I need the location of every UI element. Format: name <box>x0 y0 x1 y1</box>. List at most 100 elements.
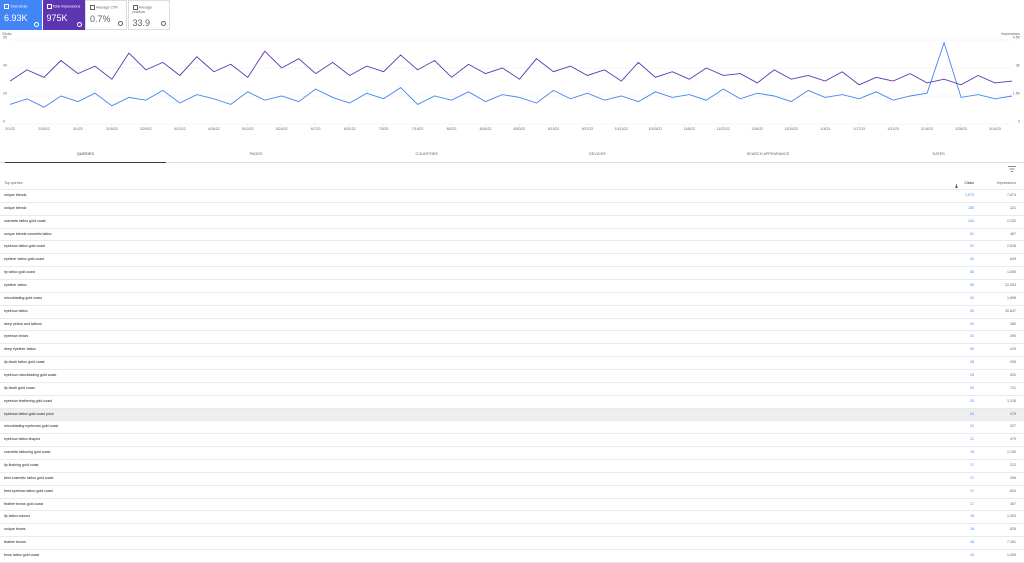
table-row[interactable]: cosmetic tattoo gold coast 104 2,232 <box>0 216 1024 229</box>
table-row[interactable]: unique blends cosmetic tattoo 51 467 <box>0 229 1024 242</box>
table-row[interactable]: lip blush gold coast 25 741 <box>0 383 1024 396</box>
cell: 22,053 <box>1005 283 1016 288</box>
tab[interactable]: DEVICES <box>588 152 606 156</box>
table-row[interactable]: deep eyeliner tattoo 30 419 <box>0 344 1024 358</box>
cell: eyebrow microblading gold coast <box>4 373 57 378</box>
cell: 51 <box>970 231 974 236</box>
cell: 16 <box>970 527 974 532</box>
tick-label: 0 <box>3 120 5 124</box>
cell: 30,847 <box>1005 308 1016 313</box>
metric-card[interactable]: Average position 33.9 <box>127 0 170 30</box>
table-row[interactable]: eyebrow tattoo gold coast price 24 479 <box>0 408 1024 422</box>
table-row[interactable]: eyebrow tattoo gold coast 51 2,518 <box>0 241 1024 255</box>
cell: deep eyeliner tattoo <box>4 347 36 352</box>
table-row[interactable]: unique brows 16 826 <box>0 524 1024 538</box>
cell: 30 <box>970 347 974 352</box>
info-icon <box>76 22 82 27</box>
x-tick-label: 12/20/22 <box>784 127 798 131</box>
metric-card[interactable]: Total clicks 6.93K <box>0 0 42 30</box>
cell: 24 <box>970 411 974 416</box>
cell: 19 <box>970 450 974 455</box>
table-row[interactable]: unique blendz 155 321 <box>0 203 1024 216</box>
tick-label: 1.5K <box>1013 92 1021 96</box>
x-tick-label: 1/31/23 <box>887 127 899 131</box>
x-tick-label: 10/11/22 <box>615 127 628 131</box>
tab[interactable]: QUERIES <box>5 146 166 163</box>
x-tick-label: 10/25/22 <box>649 127 663 131</box>
tab[interactable]: SEARCH APPEARANCE <box>746 152 790 156</box>
x-tick-label: 8/30/22 <box>514 127 526 131</box>
table-row[interactable]: lip tattoo colours 16 1,003 <box>0 511 1024 525</box>
info-icon <box>118 21 123 26</box>
metric-label-text: Total impressions <box>52 4 81 9</box>
metric-card[interactable]: Average CTR 0.7% <box>85 0 127 30</box>
cell: 15 <box>970 553 974 558</box>
cell: 1,073 <box>965 193 974 197</box>
table-row[interactable]: eyebrow tattoo 33 30,847 <box>0 306 1024 319</box>
x-tick-label: 9/13/22 <box>548 127 560 131</box>
table-row[interactable]: best eyebrow tattoo gold coast 17 824 <box>0 486 1024 499</box>
column-header[interactable]: Clicks <box>964 181 974 185</box>
table-row[interactable]: eyebrow tattoo shapes 21 479 <box>0 434 1024 448</box>
cell: 649 <box>1010 257 1016 262</box>
chart: Clicks Impressions 0 20 40 60 0 1.5K 3K 4.5K 2/1/2… <box>2 32 1021 131</box>
cell: 2,518 <box>1007 244 1016 249</box>
cell: eyebrow feathering gold coast <box>4 398 52 403</box>
queries-table: Top queries Clicks Impressions unique blend… <box>0 177 1024 563</box>
table-row[interactable]: unique blends 1,073 7,874 <box>0 190 1024 203</box>
cell: 31 <box>970 321 974 326</box>
table-row[interactable]: eyebrow feathering gold coast 25 1,318 <box>0 396 1024 409</box>
cell: 2,232 <box>1007 218 1016 223</box>
x-tick-label: 3/29/22 <box>140 127 152 131</box>
cell: 321 <box>1010 205 1016 210</box>
metric-card[interactable]: Total impressions 975K <box>42 0 85 30</box>
cell: cosmetic tattoo gold coast <box>4 218 46 223</box>
x-tick-label: 2/14/23 <box>921 127 933 131</box>
cell: 21 <box>970 437 974 442</box>
cell: lip blush tattoo gold coast <box>4 360 45 365</box>
cell: 830 <box>1010 373 1016 378</box>
x-tick-label: 5/24/22 <box>276 127 288 131</box>
cell: 1,655 <box>1007 270 1016 275</box>
table-row[interactable]: lip tattoo gold coast 36 1,655 <box>0 267 1024 281</box>
x-tick-label: 2/15/22 <box>38 127 50 131</box>
x-tick-label: 3/1/22 <box>73 127 83 131</box>
cell: best cosmetic tattoo gold coast <box>4 475 54 480</box>
cell: 16 <box>970 514 974 519</box>
tab[interactable]: COUNTRIES <box>415 152 438 156</box>
table-row[interactable]: cosmetic tattooing gold coast 19 1,190 <box>0 447 1024 461</box>
table-row[interactable]: microblading eyebrows gold coast 23 327 <box>0 421 1024 435</box>
filter-icon[interactable] <box>1008 166 1016 172</box>
cell: microblading gold coast <box>4 295 42 300</box>
cell: 42 <box>970 257 974 262</box>
tab[interactable]: PAGES <box>249 152 263 156</box>
cell: 17 <box>970 488 974 493</box>
cell: 1,059 <box>1007 553 1016 558</box>
table-row[interactable]: lip blush tattoo gold coast 28 926 <box>0 357 1024 371</box>
column-header[interactable]: Impressions <box>996 181 1016 185</box>
metric-label-text: Average CTR <box>96 5 118 10</box>
tab[interactable]: DATES <box>932 152 945 156</box>
table-row[interactable]: feather brows gold coast 17 467 <box>0 499 1024 512</box>
y-axis-title: Clicks <box>2 32 12 36</box>
table-row[interactable]: lip flushing gold coast 17 312 <box>0 460 1024 473</box>
table-row[interactable]: microblading gold coast 34 1,898 <box>0 293 1024 306</box>
x-tick-label: 2/1/22 <box>5 127 15 131</box>
metric-label-text: Total clicks <box>10 4 28 9</box>
table-row[interactable]: eyeliner tattoo gold coast 42 649 <box>0 254 1024 268</box>
cell: 741 <box>1010 385 1016 390</box>
table-row[interactable]: best cosmetic tattoo gold coast 17 496 <box>0 473 1024 486</box>
table-row[interactable]: eyebrow microblading gold coast 28 830 <box>0 370 1024 383</box>
table-row[interactable]: eyeliner tattoo 36 22,053 <box>0 280 1024 293</box>
x-tick-label: 3/14/23 <box>989 127 1001 131</box>
table-row[interactable]: eyebrow brows 31 390 <box>0 331 1024 345</box>
tabs: QUERIES PAGES COUNTRIES DEVICES SEARCH APPEA… <box>0 146 1024 163</box>
series-line <box>9 50 1013 86</box>
table-row[interactable]: brow tattoo gold coast 15 1,059 <box>0 550 1024 563</box>
x-tick-label: 11/8/22 <box>684 127 695 131</box>
cell: eyebrow tattoo gold coast <box>4 244 45 249</box>
table-row[interactable]: feather brows 16 7,161 <box>0 537 1024 551</box>
table-row[interactable]: deep yellow and tattoos 31 380 <box>0 319 1024 332</box>
x-tick-label: 5/10/22 <box>242 127 254 131</box>
